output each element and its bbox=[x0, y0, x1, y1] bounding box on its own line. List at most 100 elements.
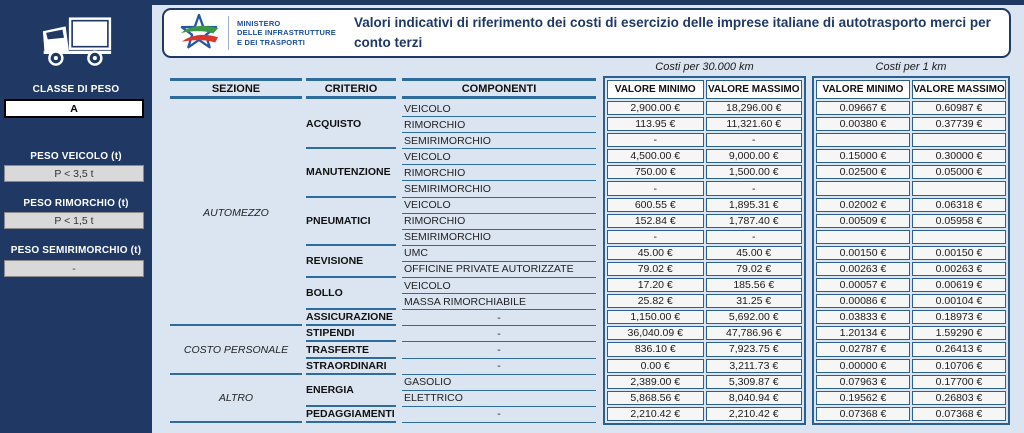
value-cell-1k-min: 0.00380 € bbox=[816, 117, 910, 132]
value-cell-1k-max: 0.37739 € bbox=[912, 117, 1006, 132]
value-cell-1k-min: 0.07963 € bbox=[816, 374, 910, 389]
value-cell-1k-min: 0.00057 € bbox=[816, 278, 910, 293]
componente-cell: MASSA RIMORCHIABILE bbox=[402, 294, 596, 311]
value-group-1km: VALORE MINIMO VALORE MASSIMO 0.09667 €0.… bbox=[812, 76, 1010, 425]
value-cell-30k-max: 45.00 € bbox=[705, 245, 802, 260]
value-cell-30k-min: 836.10 € bbox=[607, 342, 704, 357]
logo-divider bbox=[228, 16, 229, 50]
value-cell-30k-min: 2,900.00 € bbox=[607, 101, 704, 116]
value-cell-30k-max: 1,895.31 € bbox=[705, 197, 802, 212]
value-cell-30k-max: 7,923.75 € bbox=[705, 342, 802, 357]
ministry-line-3: E DEI TRASPORTI bbox=[237, 37, 306, 47]
peso-semirimorchio-label: PESO SEMIRIMORCHIO (t) bbox=[10, 245, 142, 256]
value-cell-30k-max: 11,321.60 € bbox=[705, 117, 802, 132]
peso-rimorchio-label: PESO RIMORCHIO (t) bbox=[23, 198, 129, 209]
value-cell-30k-min: 79.02 € bbox=[607, 261, 704, 277]
componente-cell: RIMORCHIO bbox=[402, 165, 596, 182]
componente-cell: ELETTRICO bbox=[402, 391, 596, 407]
value-cell-1k-max: 0.00104 € bbox=[912, 294, 1006, 309]
componente-cell: VEICOLO bbox=[402, 278, 596, 295]
componente-cell: - bbox=[402, 326, 596, 343]
header-valore-massimo-1k: VALORE MASSIMO bbox=[912, 80, 1006, 99]
value-cell-1k-max: 0.26413 € bbox=[912, 342, 1006, 357]
criterio-cell: PEDAGGIAMENTI bbox=[306, 407, 396, 423]
criterio-cell: ENERGIA bbox=[306, 375, 396, 407]
value-cell-1k-min: 0.02500 € bbox=[816, 165, 910, 180]
value-cell-30k-min: 750.00 € bbox=[607, 165, 704, 180]
componente-cell: SEMIRIMORCHIO bbox=[402, 133, 596, 150]
value-cell-30k-max: 3,211.73 € bbox=[705, 358, 802, 373]
sezione-column: AUTOMEZZO COSTO PERSONALE ALTRO bbox=[170, 101, 302, 423]
value-cell-30k-min: - bbox=[607, 229, 704, 244]
value-cell-1k-max: 0.30000 € bbox=[912, 149, 1006, 164]
value-cell-1k-min: 0.00000 € bbox=[816, 358, 910, 373]
value-cell-30k-min: - bbox=[607, 181, 704, 196]
componenti-column: VEICOLO RIMORCHIO SEMIRIMORCHIO VEICOLO RIMO… bbox=[402, 101, 596, 423]
header-criterio: CRITERIO bbox=[306, 78, 396, 99]
value-cell-30k-max: 18,296.00 € bbox=[705, 101, 802, 116]
value-cell-1k-max: 0.05000 € bbox=[912, 165, 1006, 180]
peso-semirimorchio-value: - bbox=[4, 260, 144, 277]
criterio-cell: STIPENDI bbox=[306, 326, 396, 343]
value-cell-30k-max: 5,309.87 € bbox=[705, 374, 802, 389]
value-cell-1k-min: 0.15000 € bbox=[816, 149, 910, 164]
value-cell-1k-min: 0.00509 € bbox=[816, 213, 910, 228]
value-cell-30k-min: 4,500.00 € bbox=[607, 149, 704, 164]
value-cell-1k-max: 0.00150 € bbox=[912, 245, 1006, 260]
header-sezione: SEZIONE bbox=[170, 78, 302, 99]
header-valore-massimo-30k: VALORE MASSIMO bbox=[705, 80, 802, 99]
group-label-1km: Costi per 1 km bbox=[875, 61, 947, 73]
value-cell-1k-max: 0.07368 € bbox=[912, 406, 1006, 421]
value-cell-1k-max bbox=[912, 181, 1006, 196]
classe-di-peso-input[interactable]: A bbox=[4, 99, 144, 118]
value-cell-30k-max: - bbox=[705, 133, 802, 148]
value-cell-1k-max: 1.59290 € bbox=[912, 326, 1006, 341]
value-cell-1k-min bbox=[816, 133, 910, 148]
value-cell-1k-min bbox=[816, 229, 910, 244]
criterio-cell: MANUTENZIONE bbox=[306, 149, 396, 198]
componente-cell: - bbox=[402, 407, 596, 423]
componente-cell: SEMIRIMORCHIO bbox=[402, 181, 596, 198]
value-cell-30k-min: 2,389.00 € bbox=[607, 374, 704, 389]
value-cell-30k-max: 79.02 € bbox=[705, 261, 802, 277]
value-cell-30k-min: 17.20 € bbox=[607, 278, 704, 293]
value-cell-1k-max bbox=[912, 133, 1006, 148]
value-cell-1k-min: 0.09667 € bbox=[816, 101, 910, 116]
value-cell-1k-min: 0.03833 € bbox=[816, 310, 910, 325]
value-cell-30k-max: - bbox=[705, 229, 802, 244]
ministry-line-2: DELLE INFRASTRUTTURE bbox=[237, 28, 336, 38]
sezione-cell: ALTRO bbox=[170, 375, 302, 423]
componente-cell: VEICOLO bbox=[402, 149, 596, 166]
value-cell-1k-min: 0.00150 € bbox=[816, 245, 910, 260]
peso-veicolo-label: PESO VEICOLO (t) bbox=[30, 151, 122, 162]
componente-cell: GASOLIO bbox=[402, 375, 596, 391]
sezione-cell: COSTO PERSONALE bbox=[170, 326, 302, 375]
value-cell-30k-max: 9,000.00 € bbox=[705, 149, 802, 164]
value-cell-1k-min: 0.02787 € bbox=[816, 342, 910, 357]
value-cell-30k-max: 185.56 € bbox=[705, 278, 802, 293]
componente-cell: SEMIRIMORCHIO bbox=[402, 230, 596, 246]
sidebar: CLASSE DI PESO A PESO VEICOLO (t) P < 3,… bbox=[0, 0, 152, 433]
value-cell-1k-min: 0.00263 € bbox=[816, 261, 910, 277]
value-cell-1k-max: 0.60987 € bbox=[912, 101, 1006, 116]
value-cell-30k-max: 2,210.42 € bbox=[705, 406, 802, 421]
criterio-cell: STRAORDINARI bbox=[306, 359, 396, 375]
header-componenti: COMPONENTI bbox=[402, 78, 596, 99]
value-cell-30k-max: 31.25 € bbox=[705, 294, 802, 309]
criterio-cell: TRASFERTE bbox=[306, 342, 396, 359]
ministry-star-icon bbox=[180, 13, 219, 49]
value-cell-30k-max: 8,040.94 € bbox=[705, 390, 802, 405]
componente-cell: VEICOLO bbox=[402, 101, 596, 118]
criterio-cell: REVISIONE bbox=[306, 246, 396, 279]
value-cell-30k-min: 113.95 € bbox=[607, 117, 704, 132]
value-cell-1k-max: 0.00619 € bbox=[912, 278, 1006, 293]
header-valore-minimo-1k: VALORE MINIMO bbox=[816, 80, 910, 99]
value-cell-30k-min: 5,868.56 € bbox=[607, 390, 704, 405]
value-cell-1k-min: 0.02002 € bbox=[816, 197, 910, 212]
value-cell-30k-min: 1,150.00 € bbox=[607, 310, 704, 325]
componente-cell: VEICOLO bbox=[402, 198, 596, 214]
value-cell-1k-max: 0.05958 € bbox=[912, 213, 1006, 228]
criterio-cell: PNEUMATICI bbox=[306, 198, 396, 246]
page-title: Valori indicativi di riferimento dei cos… bbox=[354, 15, 991, 50]
componente-cell: OFFICINE PRIVATE AUTORIZZATE bbox=[402, 262, 596, 279]
